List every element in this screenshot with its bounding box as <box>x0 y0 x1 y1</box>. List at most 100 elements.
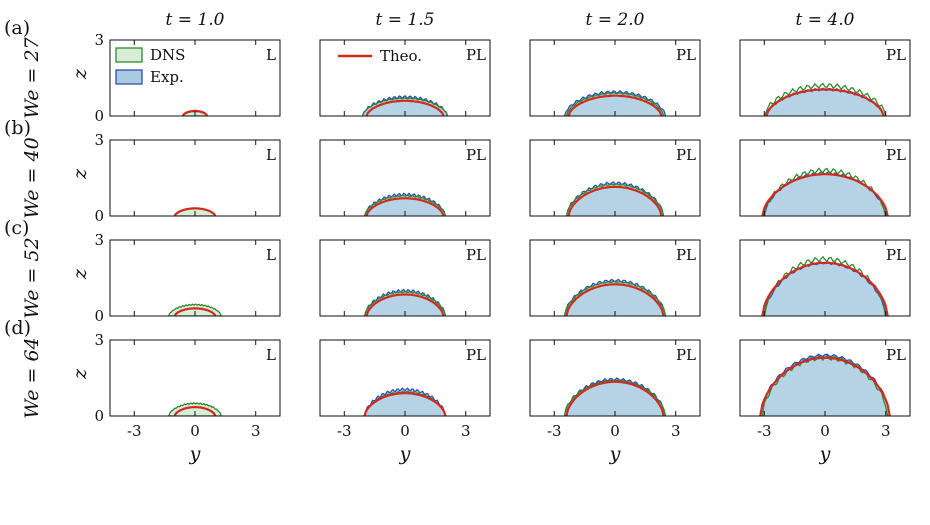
theo-profile <box>759 356 891 416</box>
theo-profile <box>181 109 209 116</box>
row-we-label-group: We = 40 <box>21 137 43 218</box>
regime-label: PL <box>886 246 906 264</box>
row-we-label-group: We = 64 <box>21 337 43 418</box>
y-axis-label: y <box>189 443 201 465</box>
legend-exp-swatch <box>115 69 143 85</box>
x-tick-label: -3 <box>547 422 562 440</box>
x-tick-label: -3 <box>757 422 772 440</box>
exp-fill <box>764 171 886 216</box>
regime-label: PL <box>466 346 486 364</box>
z-axis-label: z <box>69 68 91 80</box>
exp-fill <box>566 182 664 216</box>
theo-profile <box>173 406 217 416</box>
column-title: t = 2.0 <box>586 10 645 30</box>
panel-plot <box>763 82 887 116</box>
panel-plot <box>168 303 223 316</box>
regime-label: L <box>266 146 276 164</box>
x-tick-label: 0 <box>400 422 410 440</box>
dns-profile <box>363 290 447 316</box>
legend-dns-label: DNS <box>150 46 185 64</box>
regime-label: PL <box>466 146 486 164</box>
dns-profile <box>168 402 222 416</box>
row-label: (d) <box>4 317 31 339</box>
row-we-label: We = 52 <box>21 237 43 318</box>
y-tick-label: 0 <box>94 207 104 225</box>
legend-exp-label: Exp. <box>150 68 184 86</box>
dns-profile <box>563 280 667 316</box>
panel-plot <box>363 192 447 216</box>
row-we-label: We = 40 <box>21 137 43 218</box>
x-tick-label: 0 <box>610 422 620 440</box>
legend-theo-label: Theo. <box>380 47 422 65</box>
dns-profile <box>363 194 447 216</box>
x-tick-label: 3 <box>461 422 471 440</box>
y-axis-label: y <box>609 443 621 465</box>
regime-label: PL <box>676 246 696 264</box>
dns-profile <box>565 183 665 216</box>
theo-profile <box>173 307 217 316</box>
z-axis-label-group: z <box>69 168 91 180</box>
y-tick-label: 0 <box>94 307 104 325</box>
y-tick-label: 3 <box>94 31 104 49</box>
theo-profile <box>363 392 447 416</box>
z-axis-label-group: z <box>69 68 91 80</box>
regime-label: PL <box>886 146 906 164</box>
x-tick-label: 0 <box>190 422 200 440</box>
exp-fill <box>564 279 666 316</box>
x-tick-label: 0 <box>820 422 830 440</box>
panel-plot <box>168 402 222 416</box>
z-axis-label-group: z <box>69 368 91 380</box>
exp-fill <box>760 354 890 416</box>
theo-profile <box>567 94 663 116</box>
panel-plot <box>761 167 889 216</box>
x-tick-label: 3 <box>251 422 261 440</box>
exp-fill <box>564 378 666 416</box>
panel-plot <box>761 255 889 316</box>
panel-plot <box>759 353 891 416</box>
dns-profile <box>763 82 887 116</box>
regime-label: PL <box>466 246 486 264</box>
y-axis-label: y <box>399 443 411 465</box>
y-tick-label: 0 <box>94 107 104 125</box>
regime-label: L <box>266 46 276 64</box>
row-label: (a) <box>4 17 30 39</box>
z-axis-label-group: z <box>69 268 91 280</box>
regime-label: PL <box>676 146 696 164</box>
regime-label: PL <box>676 46 696 64</box>
theo-profile <box>365 293 445 316</box>
row-label: (c) <box>4 217 29 239</box>
panel-plot <box>563 278 667 316</box>
x-tick-label: -3 <box>337 422 352 440</box>
panel-plot <box>363 387 447 416</box>
row-label: (b) <box>4 117 31 139</box>
regime-label: PL <box>886 46 906 64</box>
y-tick-label: 3 <box>94 231 104 249</box>
exp-profile <box>363 387 447 416</box>
y-tick-label: 0 <box>94 407 104 425</box>
theo-profile <box>173 207 217 216</box>
dns-profile <box>565 92 665 116</box>
theo-profile <box>567 185 663 216</box>
z-axis-label: z <box>69 168 91 180</box>
regime-label: PL <box>676 346 696 364</box>
dns-profile <box>168 303 223 316</box>
panel-frame <box>109 139 281 217</box>
dns-profile <box>361 97 449 116</box>
legend-dns-swatch <box>115 47 143 63</box>
x-tick-label: -3 <box>127 422 142 440</box>
column-title: t = 4.0 <box>796 10 855 30</box>
regime-label: L <box>266 346 276 364</box>
theo-profile <box>765 88 885 116</box>
theo-profile <box>761 261 889 316</box>
column-title: t = 1.0 <box>166 10 225 30</box>
panel-plot <box>565 181 665 216</box>
z-axis-label: z <box>69 268 91 280</box>
panel-plot <box>563 377 667 416</box>
theo-profile <box>365 197 445 216</box>
x-tick-label: 3 <box>881 422 891 440</box>
theo-profile <box>565 283 665 316</box>
regime-label: PL <box>466 46 486 64</box>
panel-plot <box>361 94 449 116</box>
theo-profile <box>761 173 889 216</box>
